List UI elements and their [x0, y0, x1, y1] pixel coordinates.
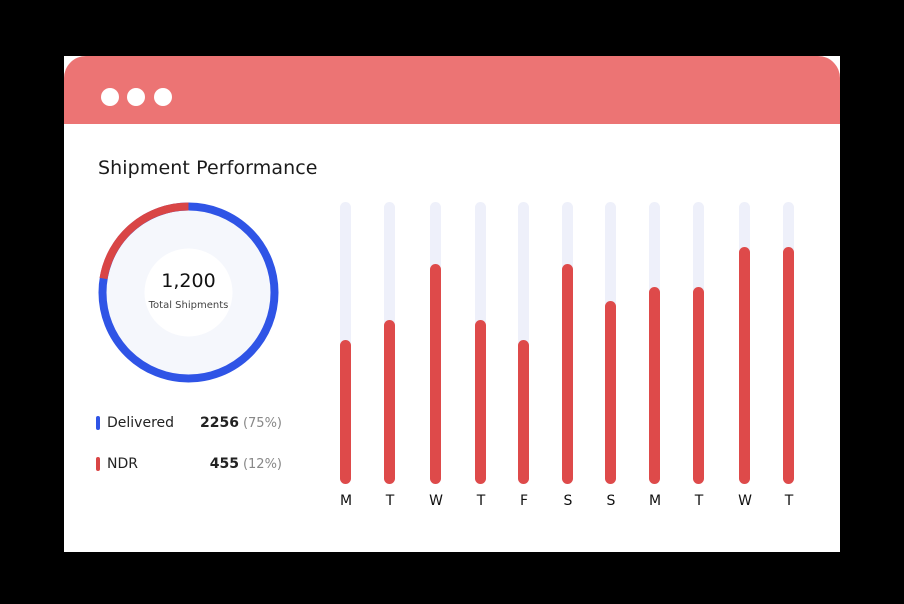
- legend-swatch-icon: [96, 457, 100, 471]
- x-tick-label: T: [694, 493, 704, 509]
- x-tick-label: T: [385, 493, 395, 509]
- legend-item-delivered: Delivered 2256 (75%): [96, 413, 282, 433]
- bar-fill[interactable]: [783, 247, 794, 484]
- bar-fill[interactable]: [384, 320, 395, 484]
- legend-swatch-icon: [96, 416, 100, 430]
- legend-label: Delivered: [107, 415, 175, 431]
- donut-chart: [98, 202, 279, 383]
- legend-item-ndr: NDR 455 (12%): [96, 454, 282, 474]
- bar-track: [739, 202, 750, 484]
- x-tick-label: F: [519, 493, 529, 509]
- bar-fill[interactable]: [693, 286, 704, 484]
- legend-value: 2256: [199, 415, 239, 431]
- window-titlebar: [64, 56, 840, 124]
- app-window: Shipment Performance 1,200 Total Shipmen…: [64, 56, 840, 552]
- bar-track: [562, 202, 573, 484]
- total-shipments-value: 1,200: [161, 270, 216, 292]
- window-control-dot-icon[interactable]: [101, 88, 119, 106]
- bar-track: [430, 202, 441, 484]
- window-control-dot-icon[interactable]: [127, 88, 145, 106]
- bar-track: [693, 202, 704, 484]
- bar-track: [518, 202, 529, 484]
- bar-track: [384, 202, 395, 484]
- x-tick-label: S: [606, 493, 616, 509]
- legend-label: NDR: [107, 456, 138, 472]
- donut-segment-ndr[interactable]: [99, 202, 189, 280]
- x-tick-label: S: [563, 493, 573, 509]
- bar-track: [475, 202, 486, 484]
- total-shipments-label: Total Shipments: [148, 300, 229, 311]
- bar-fill[interactable]: [475, 320, 486, 484]
- x-tick-label: W: [429, 493, 443, 509]
- window-control-dot-icon[interactable]: [154, 88, 172, 106]
- x-tick-label: M: [648, 493, 662, 509]
- bar-fill[interactable]: [518, 340, 529, 484]
- x-tick-label: T: [784, 493, 794, 509]
- x-tick-label: T: [476, 493, 486, 509]
- bar-fill[interactable]: [430, 264, 441, 484]
- legend-percent: (12%): [242, 456, 282, 472]
- x-tick-label: W: [738, 493, 752, 509]
- bar-track: [649, 202, 660, 484]
- bar-fill[interactable]: [739, 247, 750, 484]
- bar-track: [340, 202, 351, 484]
- x-tick-label: M: [339, 493, 353, 509]
- page-title: Shipment Performance: [98, 157, 318, 179]
- bar-track: [783, 202, 794, 484]
- bar-fill[interactable]: [562, 264, 573, 484]
- legend-percent: (75%): [242, 415, 282, 431]
- bar-fill[interactable]: [605, 300, 616, 484]
- bar-fill[interactable]: [340, 340, 351, 484]
- bar-track: [605, 202, 616, 484]
- bar-fill[interactable]: [649, 286, 660, 484]
- donut-center: 1,200 Total Shipments: [98, 202, 279, 383]
- legend-value: 455: [209, 456, 239, 472]
